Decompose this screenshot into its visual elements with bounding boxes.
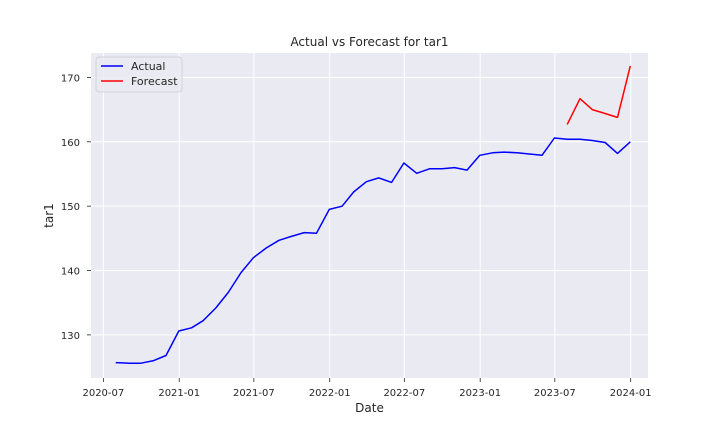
- y-tick-label: 160: [61, 138, 80, 149]
- legend-label-forecast: Forecast: [131, 75, 178, 88]
- x-tick-label: 2022-07: [383, 388, 425, 399]
- x-tick-label: 2022-01: [309, 388, 351, 399]
- axis-ticks: 2020-07 2021-01 2021-07 2022-01 2022-07 2023-…: [61, 73, 652, 399]
- y-tick-label: 150: [61, 202, 80, 213]
- x-tick-label: 2020-07: [82, 388, 124, 399]
- legend: Actual Forecast: [95, 56, 183, 93]
- x-axis-label: Date: [355, 401, 384, 415]
- x-tick-label: 2023-07: [534, 388, 576, 399]
- legend-label-actual: Actual: [131, 60, 165, 73]
- x-tick-label: 2023-01: [459, 388, 501, 399]
- y-tick-label: 140: [61, 267, 80, 278]
- y-tick-label: 170: [61, 73, 80, 84]
- grid: [91, 53, 648, 378]
- x-tick-label: 2024-01: [610, 388, 652, 399]
- chart-title: Actual vs Forecast for tar1: [290, 35, 448, 49]
- y-tick-label: 130: [61, 331, 80, 342]
- series-layer: [115, 65, 632, 364]
- series-line-actual: [115, 137, 631, 364]
- series-line-forecast: [566, 65, 632, 125]
- x-tick-label: 2021-01: [158, 388, 200, 399]
- x-tick-label: 2021-07: [233, 388, 275, 399]
- plot-area: [91, 53, 648, 378]
- y-axis-label: tar1: [42, 203, 56, 228]
